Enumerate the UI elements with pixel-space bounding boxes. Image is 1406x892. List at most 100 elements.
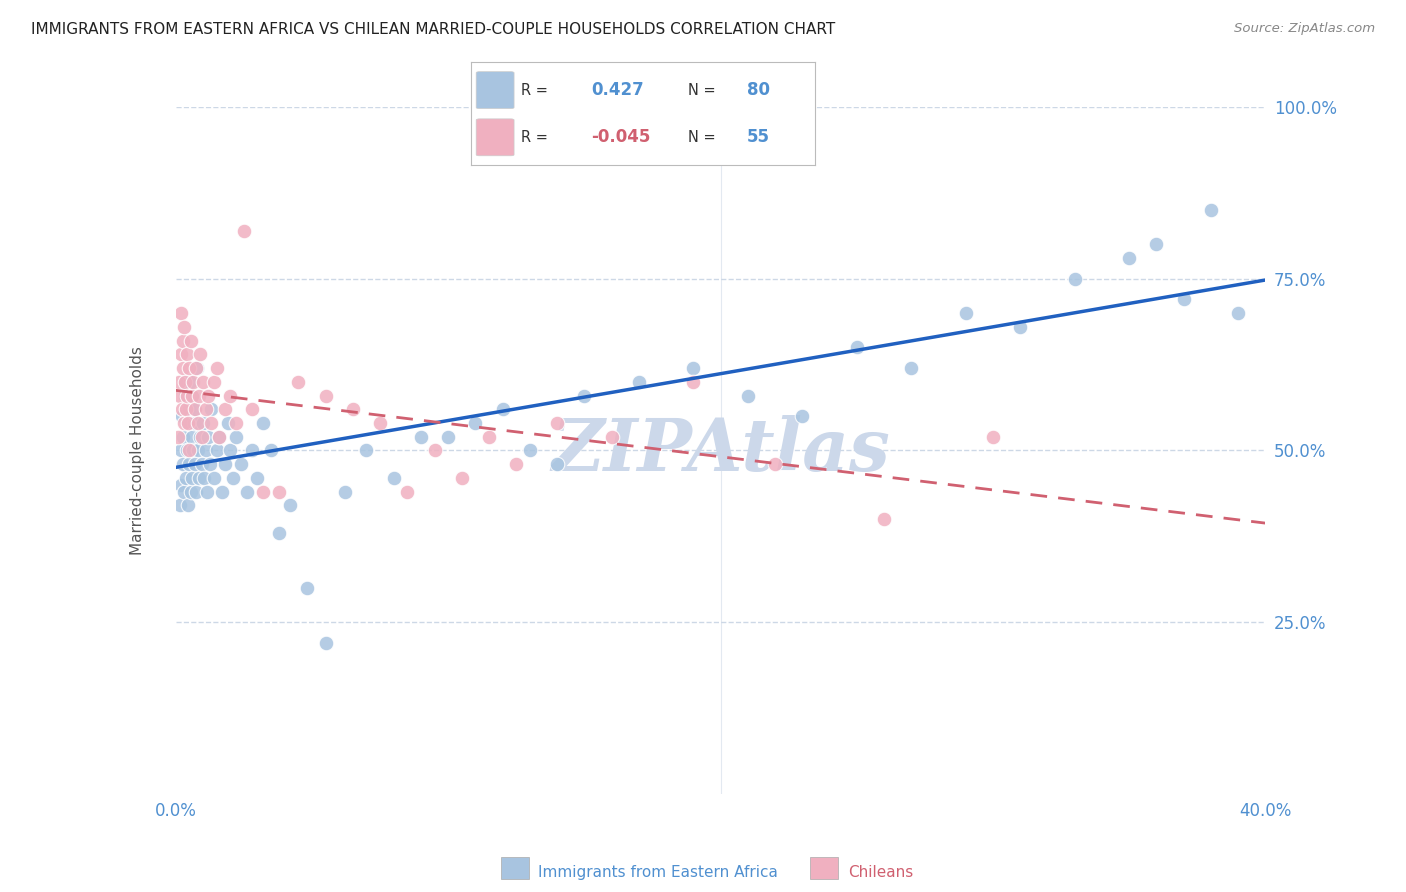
- Point: [208, 430, 231, 444]
- Point: [763, 457, 786, 471]
- Point: [873, 512, 896, 526]
- Point: [955, 306, 977, 320]
- Text: N =: N =: [688, 83, 716, 97]
- Bar: [501, 857, 529, 879]
- Point: [174, 471, 197, 485]
- Point: [342, 402, 364, 417]
- FancyBboxPatch shape: [477, 119, 515, 156]
- Point: [186, 443, 209, 458]
- Text: 80: 80: [747, 81, 769, 99]
- Point: [193, 471, 215, 485]
- Point: [225, 430, 247, 444]
- Point: [190, 457, 212, 471]
- Point: [208, 430, 231, 444]
- Point: [225, 416, 247, 430]
- Point: [232, 224, 254, 238]
- Point: [1010, 319, 1032, 334]
- Point: [183, 416, 205, 430]
- Text: ZIPAtlas: ZIPAtlas: [551, 415, 890, 486]
- Point: [214, 402, 236, 417]
- Point: [174, 402, 197, 417]
- Point: [450, 471, 472, 485]
- Point: [170, 402, 193, 417]
- Point: [519, 443, 541, 458]
- Point: [682, 375, 704, 389]
- Point: [176, 443, 198, 458]
- Point: [183, 375, 205, 389]
- Point: [180, 484, 202, 499]
- Point: [627, 375, 650, 389]
- Text: R =: R =: [522, 83, 548, 97]
- Point: [172, 430, 194, 444]
- Point: [423, 443, 446, 458]
- Point: [981, 430, 1004, 444]
- Point: [260, 443, 283, 458]
- Point: [287, 375, 309, 389]
- Point: [188, 430, 211, 444]
- Point: [333, 484, 356, 499]
- Point: [173, 484, 195, 499]
- Text: Immigrants from Eastern Africa: Immigrants from Eastern Africa: [538, 865, 779, 880]
- Point: [173, 319, 195, 334]
- Point: [222, 471, 245, 485]
- Point: [187, 388, 209, 402]
- Point: [492, 402, 515, 417]
- Point: [211, 484, 233, 499]
- Point: [368, 416, 391, 430]
- Point: [546, 457, 568, 471]
- Point: [219, 388, 242, 402]
- Point: [574, 388, 596, 402]
- Point: [181, 388, 204, 402]
- Point: [191, 375, 214, 389]
- Point: [200, 416, 222, 430]
- Point: [181, 388, 204, 402]
- Point: [179, 443, 201, 458]
- Point: [173, 416, 195, 430]
- Text: Married-couple Households: Married-couple Households: [131, 346, 145, 555]
- Point: [437, 430, 460, 444]
- Point: [409, 430, 432, 444]
- Point: [179, 402, 201, 417]
- Point: [198, 457, 221, 471]
- Point: [246, 471, 269, 485]
- Point: [169, 347, 191, 361]
- Point: [190, 430, 212, 444]
- Point: [184, 457, 207, 471]
- Text: Source: ZipAtlas.com: Source: ZipAtlas.com: [1234, 22, 1375, 36]
- Text: R =: R =: [522, 130, 548, 145]
- Point: [184, 402, 207, 417]
- Point: [177, 499, 200, 513]
- Text: Chileans: Chileans: [848, 865, 912, 880]
- Point: [186, 361, 208, 376]
- Point: [315, 636, 337, 650]
- Point: [682, 361, 704, 376]
- Point: [315, 388, 337, 402]
- Text: 55: 55: [747, 128, 769, 146]
- Point: [183, 443, 205, 458]
- Point: [900, 361, 922, 376]
- Point: [172, 334, 194, 348]
- Point: [172, 457, 194, 471]
- Point: [177, 457, 200, 471]
- Point: [252, 484, 274, 499]
- Point: [174, 375, 197, 389]
- Point: [295, 581, 318, 595]
- Point: [464, 416, 486, 430]
- Point: [174, 388, 197, 402]
- Point: [1227, 306, 1250, 320]
- Point: [200, 402, 222, 417]
- Point: [177, 361, 200, 376]
- Point: [184, 402, 207, 417]
- Point: [235, 484, 257, 499]
- Point: [1118, 251, 1140, 265]
- Point: [194, 443, 217, 458]
- Point: [269, 484, 291, 499]
- Point: [186, 361, 208, 376]
- Point: [167, 430, 190, 444]
- Point: [176, 347, 198, 361]
- Point: [205, 443, 228, 458]
- Point: [173, 375, 195, 389]
- Point: [181, 471, 204, 485]
- Point: [1146, 237, 1168, 252]
- Point: [478, 430, 501, 444]
